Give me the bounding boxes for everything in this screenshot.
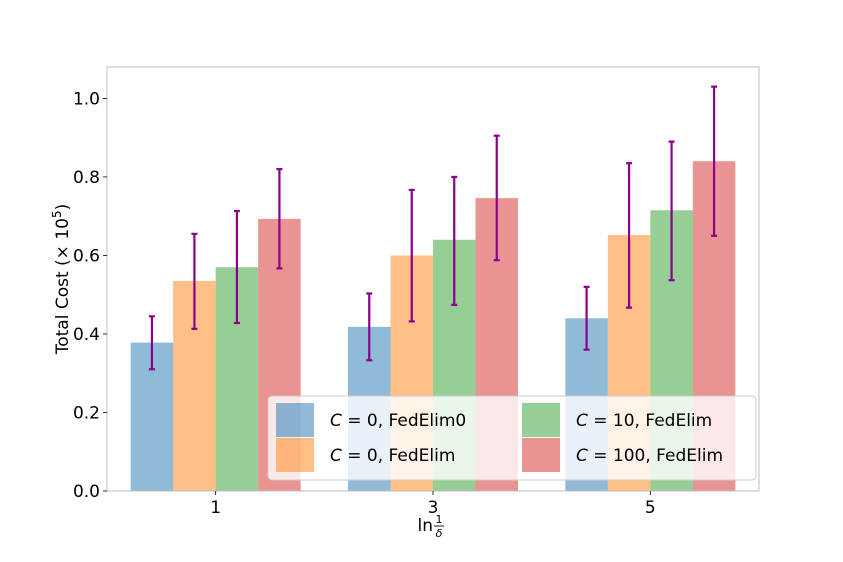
y-tick-label: 0.2 <box>73 403 100 423</box>
legend-label: C = 100, FedElim <box>576 446 723 466</box>
error-bar-1-5 <box>583 285 590 351</box>
y-tick-label: 1.0 <box>73 89 100 109</box>
legend-item-1: C = 0, FedElim0 <box>276 403 466 437</box>
error-bar-2-5 <box>626 162 633 309</box>
error-bar-1-1 <box>148 315 155 371</box>
error-bar-4-1 <box>276 167 283 270</box>
y-tick-label: 0.4 <box>73 325 100 345</box>
x-axis-label-ln: ln <box>418 516 434 536</box>
legend-item-2: C = 0, FedElim <box>276 438 455 472</box>
legend: C = 0, FedElim0 C = 0, FedElim C = 10, Fed… <box>267 395 757 481</box>
y-axis-label-exponent: 5 <box>50 210 64 218</box>
error-bar-2-1 <box>191 232 198 330</box>
x-axis-label-numerator: 1 <box>436 513 443 526</box>
legend-box <box>267 395 757 481</box>
error-bar-4-5 <box>711 85 718 237</box>
legend-label: C = 0, FedElim <box>330 446 455 466</box>
x-tick-label: 3 <box>428 498 439 518</box>
x-tick-label: 5 <box>645 498 656 518</box>
x-axis-label-denominator: δ <box>436 527 443 540</box>
legend-swatch <box>522 403 560 437</box>
legend-swatch <box>276 438 314 472</box>
y-tick-label: 0.6 <box>73 246 100 266</box>
error-bar-3-3 <box>451 175 458 307</box>
error-bar-1-3 <box>366 292 373 362</box>
legend-swatch <box>522 438 560 472</box>
error-bars-layer <box>148 85 718 371</box>
x-tick-label: 1 <box>210 498 221 518</box>
y-tick-label: 0.0 <box>73 482 100 502</box>
error-bar-3-5 <box>668 140 675 282</box>
legend-item-3: C = 10, FedElim <box>522 403 712 437</box>
y-axis-ticks: 0.0 0.2 0.4 0.6 0.8 1.0 <box>73 89 107 502</box>
x-axis-label: ln 1 δ <box>418 513 444 540</box>
y-tick-label: 0.8 <box>73 168 100 188</box>
legend-label: C = 10, FedElim <box>576 411 712 431</box>
y-axis-label: Total Cost (× 105) <box>50 204 73 356</box>
legend-swatch <box>276 403 314 437</box>
legend-label: C = 0, FedElim0 <box>330 411 466 431</box>
error-bar-4-3 <box>493 134 500 262</box>
error-bar-2-3 <box>408 188 415 323</box>
error-bar-3-1 <box>233 209 240 325</box>
legend-item-4: C = 100, FedElim <box>522 438 723 472</box>
x-axis-ticks: 1 3 5 <box>210 491 656 518</box>
